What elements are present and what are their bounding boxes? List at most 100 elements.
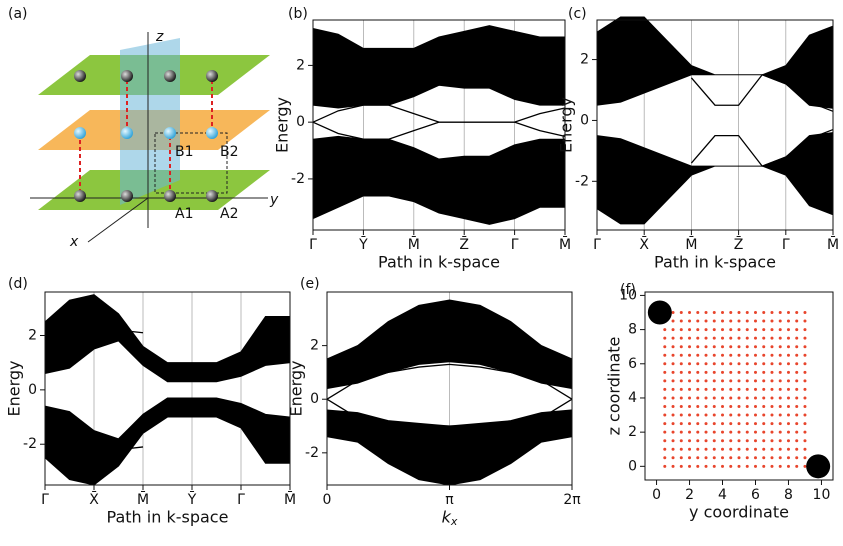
site-dot xyxy=(803,345,806,348)
site-dot xyxy=(713,405,716,408)
site-dot xyxy=(746,422,749,425)
site-dot xyxy=(787,456,790,459)
site-dot xyxy=(795,465,798,468)
site-dot xyxy=(795,320,798,323)
site-dot xyxy=(803,396,806,399)
site-dot xyxy=(795,456,798,459)
site-dot xyxy=(746,379,749,382)
x-tick-label: 6 xyxy=(751,487,760,503)
site-dot xyxy=(795,362,798,365)
x-tick-label: Z̄ xyxy=(734,235,744,253)
site-dot xyxy=(672,431,675,434)
site-dot xyxy=(787,448,790,451)
site-dot xyxy=(754,431,757,434)
y-tick-label: 2 xyxy=(628,424,637,440)
site-dot xyxy=(713,354,716,357)
site-dot xyxy=(754,414,757,417)
site-dot xyxy=(795,422,798,425)
site-dot xyxy=(746,448,749,451)
band-region xyxy=(313,26,565,108)
site-dot xyxy=(738,431,741,434)
site-label: B1 xyxy=(175,144,194,160)
axis-label: x xyxy=(69,234,79,250)
x-tick-label: Ȳ xyxy=(358,236,368,253)
site-dot xyxy=(688,354,691,357)
site-dot xyxy=(787,311,790,314)
site-dot xyxy=(738,379,741,382)
x-tick-label: Γ̄ xyxy=(309,237,317,253)
site-dot xyxy=(721,311,724,314)
site-dot xyxy=(795,354,798,357)
site-dot xyxy=(688,379,691,382)
site-dot xyxy=(738,320,741,323)
site-dot xyxy=(795,388,798,391)
site-dot xyxy=(779,431,782,434)
x-tick-label: 4 xyxy=(718,487,727,503)
site-dot xyxy=(696,362,699,365)
site-dot xyxy=(721,405,724,408)
site-dot xyxy=(770,320,773,323)
band-region xyxy=(597,133,833,224)
site-dot xyxy=(688,456,691,459)
site-dot xyxy=(713,465,716,468)
site-dot xyxy=(680,362,683,365)
site-dot xyxy=(770,379,773,382)
panel-a: (a) z y x B1 B2 A1 A2 xyxy=(8,6,279,250)
site-dot xyxy=(770,405,773,408)
site-dot xyxy=(762,414,765,417)
site-dot xyxy=(795,439,798,442)
x-tick-label: 2π xyxy=(563,492,581,508)
site-dot xyxy=(729,354,732,357)
site-dot xyxy=(738,328,741,331)
site-dot xyxy=(688,337,691,340)
site-dot xyxy=(746,328,749,331)
site-dot xyxy=(803,320,806,323)
site-dot xyxy=(680,311,683,314)
site-dot xyxy=(770,337,773,340)
panel-label: (b) xyxy=(288,6,308,22)
site-dot xyxy=(696,320,699,323)
corner-state xyxy=(648,301,672,325)
x-tick-label: 2 xyxy=(685,487,694,503)
site-dot xyxy=(705,448,708,451)
site-dot xyxy=(787,379,790,382)
panel: (d)-202Γ̄X̄M̄ȲΓ̄M̄EnergyPath in k-space xyxy=(5,276,297,527)
site-dot xyxy=(729,345,732,348)
site-dot xyxy=(779,354,782,357)
site-dot xyxy=(672,354,675,357)
site-dot xyxy=(688,311,691,314)
site-dot xyxy=(787,396,790,399)
panel-label: (c) xyxy=(568,6,587,22)
site-dot xyxy=(738,414,741,417)
site-dot xyxy=(729,431,732,434)
site-dot xyxy=(729,362,732,365)
site-dot xyxy=(738,422,741,425)
site-dot xyxy=(787,414,790,417)
x-tick-label: M̄ xyxy=(685,235,697,253)
site-dot xyxy=(680,431,683,434)
site-dot xyxy=(738,456,741,459)
site-dot xyxy=(754,388,757,391)
figure: (a) z y x B1 B2 A1 A2 (b)-202Γ̄ȲM̄Z̄Γ̄M̄… xyxy=(0,0,843,546)
site-dot xyxy=(795,431,798,434)
site-dot xyxy=(762,328,765,331)
site-dot xyxy=(696,328,699,331)
site-dot xyxy=(729,448,732,451)
site-dot xyxy=(779,345,782,348)
site-dot xyxy=(688,388,691,391)
site-dot xyxy=(803,362,806,365)
site-dot xyxy=(754,371,757,374)
site-dot xyxy=(746,337,749,340)
y-tick-label: 10 xyxy=(619,287,637,303)
site-dot xyxy=(803,422,806,425)
site-dot xyxy=(770,311,773,314)
site-dot xyxy=(713,396,716,399)
site-dot xyxy=(696,431,699,434)
site-dot xyxy=(721,371,724,374)
site-dot xyxy=(680,379,683,382)
site-dot xyxy=(803,388,806,391)
site-dot xyxy=(746,362,749,365)
site-dot xyxy=(795,311,798,314)
site-dot xyxy=(787,371,790,374)
site-dot xyxy=(754,320,757,323)
